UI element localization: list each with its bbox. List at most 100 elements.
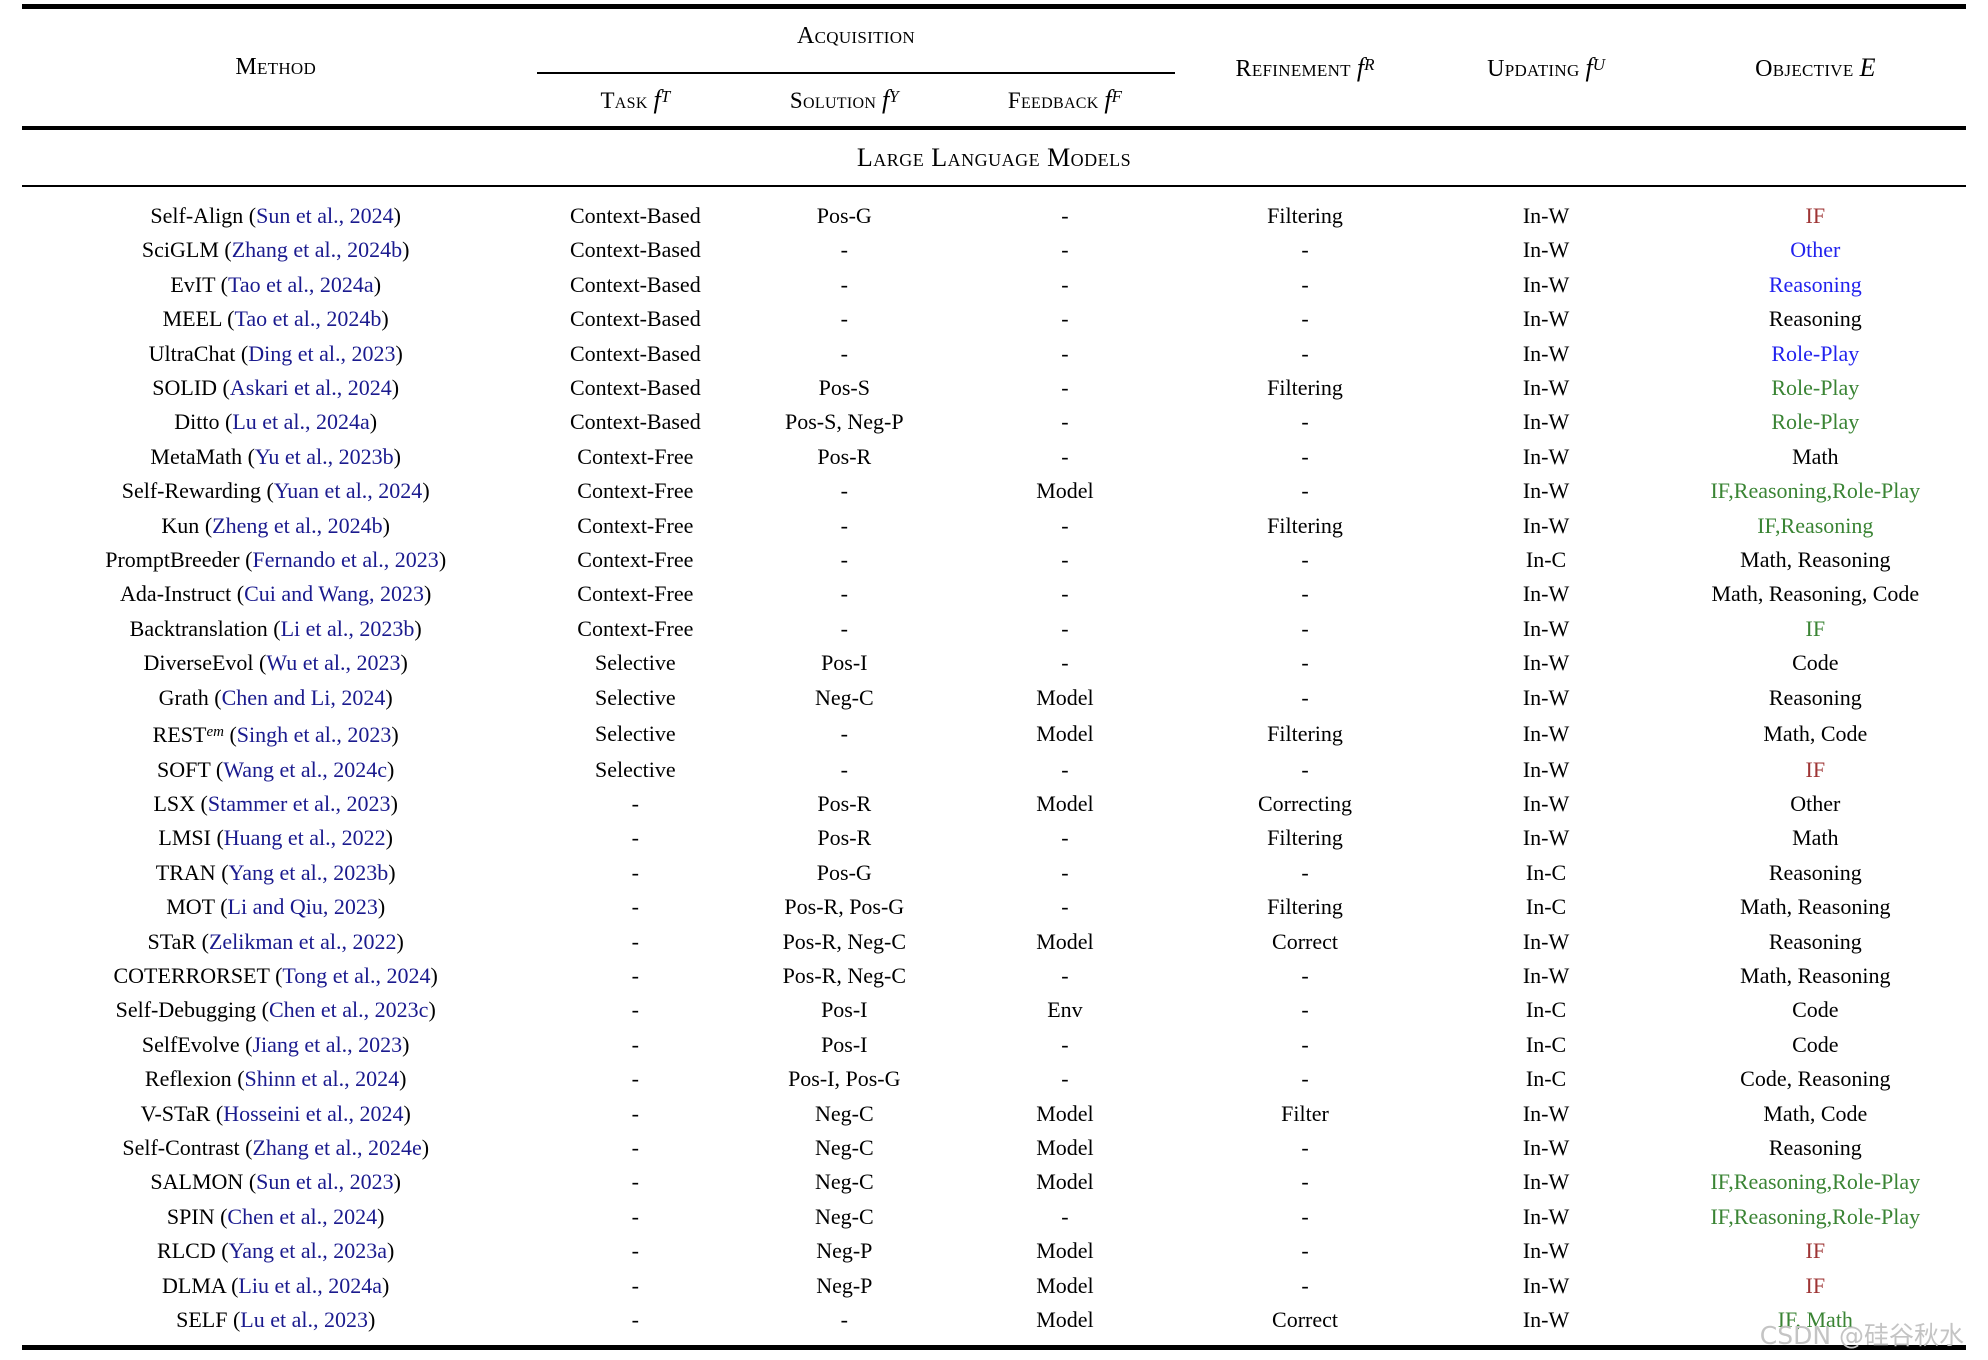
citation-link[interactable]: Tong et al., 2024 bbox=[282, 962, 431, 988]
table-row: EvIT (Tao et al., 2024a) Context-Based - - -… bbox=[22, 268, 1966, 302]
solution-cell: Pos-G bbox=[816, 859, 872, 885]
col-header-refinement: Refinement fR bbox=[1235, 52, 1375, 82]
table-row: Self-Rewarding (Yuan et al., 2024) Contex… bbox=[22, 474, 1966, 508]
method-cell: Ada-Instruct (Cui and Wang, 2023) bbox=[120, 581, 432, 607]
table-row: COTERRORSET (Tong et al., 2024) - Pos-R, N… bbox=[22, 959, 1966, 993]
method-name: DiverseEvol bbox=[143, 650, 254, 676]
objective-cell: Other bbox=[1790, 790, 1841, 816]
method-cell: Kun (Zheng et al., 2024b) bbox=[161, 512, 390, 538]
refinement-cell: Filtering bbox=[1267, 894, 1343, 920]
citation-link[interactable]: Wu et al., 2023 bbox=[266, 650, 401, 676]
method-cell: Backtranslation (Li et al., 2023b) bbox=[129, 615, 422, 641]
citation-link[interactable]: Chen et al., 2023c bbox=[268, 997, 429, 1023]
citation-link[interactable]: Yang et al., 2023b bbox=[228, 859, 389, 885]
method-name: REST bbox=[152, 722, 207, 748]
objective-cell: Reasoning bbox=[1768, 306, 1862, 332]
task-cell: Selective bbox=[595, 720, 676, 746]
col-header-method: Method bbox=[235, 54, 317, 80]
citation-link[interactable]: Singh et al., 2023 bbox=[236, 722, 392, 748]
citation-link[interactable]: Stammer et al., 2023 bbox=[207, 790, 391, 816]
citation-link[interactable]: Hosseini et al., 2024 bbox=[223, 1100, 404, 1126]
refinement-cell: - bbox=[1301, 1134, 1309, 1160]
task-cell: - bbox=[631, 825, 639, 851]
objective-cell: Code, Reasoning bbox=[1740, 1066, 1891, 1092]
updating-cell: In-W bbox=[1522, 237, 1570, 263]
updating-cell: In-W bbox=[1522, 375, 1570, 401]
updating-cell: In-W bbox=[1522, 825, 1570, 851]
updating-cell: In-W bbox=[1522, 1203, 1570, 1229]
objective-cell: Other bbox=[1790, 237, 1841, 263]
method-cell: SOLID (Askari et al., 2024) bbox=[152, 375, 400, 401]
objective-cell: Math, Reasoning bbox=[1740, 894, 1891, 920]
citation-link[interactable]: Lu et al., 2023 bbox=[240, 1307, 368, 1332]
citation-link[interactable]: Sun et al., 2023 bbox=[256, 1169, 394, 1195]
feedback-cell: - bbox=[1061, 443, 1069, 469]
feedback-cell: Env bbox=[1047, 997, 1083, 1023]
citation-link[interactable]: Yang et al., 2023a bbox=[228, 1238, 388, 1264]
citation-link[interactable]: Cui and Wang, 2023 bbox=[244, 581, 424, 607]
method-name: SOLID bbox=[152, 375, 218, 401]
solution-cell: - bbox=[840, 581, 848, 607]
feedback-cell: Model bbox=[1036, 478, 1094, 504]
citation-link[interactable]: Liu et al., 2024a bbox=[238, 1272, 382, 1298]
citation-link[interactable]: Jiang et al., 2023 bbox=[252, 1031, 403, 1057]
objective-cell: Math, Reasoning bbox=[1740, 547, 1891, 573]
table-row: Ada-Instruct (Cui and Wang, 2023) Context… bbox=[22, 577, 1966, 611]
col-header-solution: Solution fY bbox=[789, 85, 899, 114]
citation-link[interactable]: Lu et al., 2024a bbox=[232, 409, 370, 435]
citation-link[interactable]: Chen and Li, 2024 bbox=[221, 684, 386, 710]
citation-link[interactable]: Li and Qiu, 2023 bbox=[227, 894, 378, 920]
table-data: Self-Align (Sun et al., 2024) Context-Bas… bbox=[22, 199, 1966, 1337]
citation-link[interactable]: Askari et al., 2024 bbox=[229, 375, 392, 401]
task-cell: - bbox=[631, 1066, 639, 1092]
method-cell: SOFT (Wang et al., 2024c) bbox=[157, 756, 395, 782]
section-rule bbox=[22, 185, 1966, 187]
objective-cell: IF,Reasoning,Role-Play bbox=[1710, 1203, 1921, 1229]
refinement-cell: - bbox=[1301, 271, 1309, 297]
citation-link[interactable]: Zhang et al., 2024b bbox=[231, 237, 403, 263]
objective-cell: IF,Reasoning,Role-Play bbox=[1710, 478, 1921, 504]
task-cell: Selective bbox=[595, 684, 676, 710]
table-row: MOT (Li and Qiu, 2023) - Pos-R, Pos-G - Filt… bbox=[22, 890, 1966, 924]
citation-link[interactable]: Zelikman et al., 2022 bbox=[208, 928, 397, 954]
task-cell: Context-Free bbox=[577, 478, 694, 504]
refinement-cell: Filter bbox=[1281, 1100, 1329, 1126]
citation-link[interactable]: Huang et al., 2022 bbox=[223, 825, 386, 851]
citation-link[interactable]: Yu et al., 2023b bbox=[254, 443, 394, 469]
bottom-spacer bbox=[22, 1337, 1966, 1345]
table-row: Reflexion (Shinn et al., 2024) - Pos-I, Po… bbox=[22, 1062, 1966, 1096]
feedback-cell: Model bbox=[1036, 1134, 1094, 1160]
refinement-cell: - bbox=[1301, 1031, 1309, 1057]
citation-link[interactable]: Yuan et al., 2024 bbox=[273, 478, 423, 504]
methods-table: Method Acquisition Refinement fR Updatin… bbox=[22, 0, 1966, 1351]
solution-cell: Pos-R, Pos-G bbox=[784, 894, 905, 920]
task-cell: Context-Based bbox=[569, 375, 701, 401]
task-cell: - bbox=[631, 1169, 639, 1195]
citation-link[interactable]: Sun et al., 2024 bbox=[256, 203, 394, 228]
citation-link[interactable]: Li et al., 2023b bbox=[280, 615, 415, 641]
method-name: Kun bbox=[161, 512, 200, 538]
citation-link[interactable]: Shinn et al., 2024 bbox=[244, 1066, 400, 1092]
task-cell: - bbox=[631, 997, 639, 1023]
citation-link[interactable]: Wang et al., 2024c bbox=[223, 756, 388, 782]
table-row: RLCD (Yang et al., 2023a) - Neg-P Model - In-… bbox=[22, 1234, 1966, 1268]
citation-link[interactable]: Tao et al., 2024b bbox=[234, 306, 382, 332]
method-name: MetaMath bbox=[150, 443, 243, 469]
method-name: DLMA bbox=[162, 1272, 226, 1298]
updating-cell: In-C bbox=[1525, 1066, 1567, 1092]
header-rule bbox=[22, 126, 1966, 130]
task-cell: Selective bbox=[595, 650, 676, 676]
citation-link[interactable]: Ding et al., 2023 bbox=[248, 340, 396, 366]
method-cell: Self-Debugging (Chen et al., 2023c) bbox=[115, 997, 436, 1023]
table-row: SelfEvolve (Jiang et al., 2023) - Pos-I - - I… bbox=[22, 1028, 1966, 1062]
citation-link[interactable]: Zheng et al., 2024b bbox=[212, 512, 383, 538]
solution-cell: Neg-C bbox=[814, 1100, 874, 1126]
citation-link[interactable]: Chen et al., 2024 bbox=[227, 1203, 378, 1229]
citation-link[interactable]: Fernando et al., 2023 bbox=[252, 547, 439, 573]
citation-link[interactable]: Tao et al., 2024a bbox=[228, 271, 374, 297]
updating-cell: In-W bbox=[1522, 962, 1570, 988]
solution-cell: Neg-P bbox=[816, 1238, 873, 1264]
citation-link[interactable]: Zhang et al., 2024e bbox=[252, 1134, 422, 1160]
updating-cell: In-W bbox=[1522, 478, 1570, 504]
feedback-cell: - bbox=[1061, 512, 1069, 538]
